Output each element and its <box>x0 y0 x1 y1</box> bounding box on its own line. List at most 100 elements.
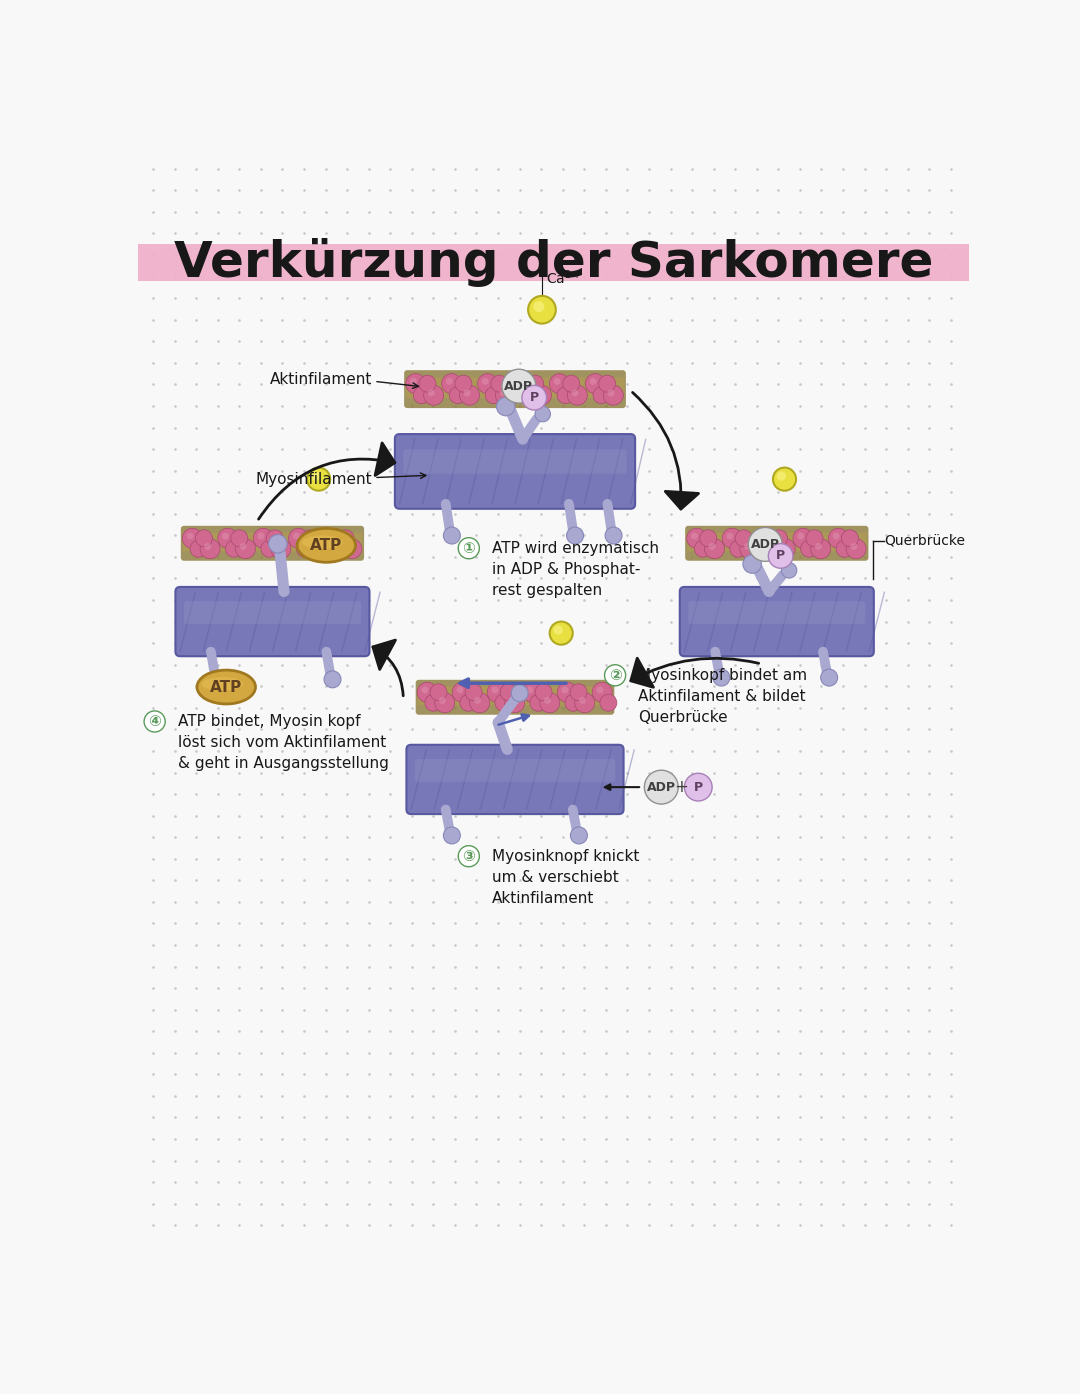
FancyBboxPatch shape <box>175 587 369 657</box>
Text: ADP: ADP <box>647 781 676 793</box>
Circle shape <box>332 541 349 558</box>
Circle shape <box>800 541 818 558</box>
Circle shape <box>460 385 480 406</box>
FancyBboxPatch shape <box>184 601 361 625</box>
Text: ATP bindet, Myosin kopf
löst sich vom Aktinfilament
& geht in Ausgangsstellung: ATP bindet, Myosin kopf löst sich vom Ak… <box>178 714 389 771</box>
Circle shape <box>474 697 481 704</box>
Circle shape <box>311 542 318 551</box>
Circle shape <box>563 375 580 392</box>
Circle shape <box>570 827 588 843</box>
Circle shape <box>226 541 242 558</box>
Circle shape <box>500 389 507 396</box>
Ellipse shape <box>302 535 343 549</box>
Circle shape <box>288 528 309 548</box>
Circle shape <box>496 385 515 406</box>
Circle shape <box>553 626 563 634</box>
Text: Myosinfilament: Myosinfilament <box>256 471 373 487</box>
Circle shape <box>743 555 761 573</box>
Circle shape <box>183 528 202 548</box>
Circle shape <box>200 538 220 559</box>
FancyBboxPatch shape <box>395 434 635 509</box>
Circle shape <box>562 686 568 693</box>
Bar <box>138 244 970 282</box>
Circle shape <box>585 374 606 393</box>
Circle shape <box>766 541 782 558</box>
Circle shape <box>423 385 444 406</box>
Circle shape <box>491 686 498 693</box>
Circle shape <box>504 693 525 712</box>
Circle shape <box>522 385 546 410</box>
Circle shape <box>704 538 725 559</box>
Circle shape <box>828 528 849 548</box>
Circle shape <box>567 385 588 406</box>
FancyArrowPatch shape <box>633 393 699 509</box>
Circle shape <box>645 771 678 804</box>
Ellipse shape <box>197 671 256 704</box>
Circle shape <box>491 375 508 392</box>
Circle shape <box>592 682 612 703</box>
FancyBboxPatch shape <box>688 601 865 625</box>
Circle shape <box>500 684 517 701</box>
FancyBboxPatch shape <box>404 371 626 408</box>
Circle shape <box>195 530 213 546</box>
Circle shape <box>536 389 542 396</box>
Circle shape <box>253 528 273 548</box>
Text: +: + <box>674 778 688 796</box>
Circle shape <box>605 527 622 544</box>
Circle shape <box>757 528 778 548</box>
Text: ①: ① <box>462 541 475 556</box>
Circle shape <box>596 686 604 693</box>
Circle shape <box>815 542 822 551</box>
Circle shape <box>453 682 472 703</box>
Circle shape <box>550 374 569 393</box>
Circle shape <box>713 669 730 686</box>
Text: P: P <box>693 781 703 793</box>
Text: ④: ④ <box>148 714 161 729</box>
Circle shape <box>522 386 538 404</box>
Circle shape <box>694 541 712 558</box>
Circle shape <box>748 527 782 562</box>
Circle shape <box>604 385 623 406</box>
FancyBboxPatch shape <box>180 526 364 560</box>
Circle shape <box>571 389 579 396</box>
Circle shape <box>267 530 283 546</box>
Text: ADP: ADP <box>504 379 534 393</box>
Circle shape <box>442 374 461 393</box>
Circle shape <box>208 671 226 687</box>
Circle shape <box>430 684 447 701</box>
Circle shape <box>307 538 326 559</box>
Circle shape <box>771 530 787 546</box>
Circle shape <box>768 544 793 569</box>
FancyBboxPatch shape <box>685 526 868 560</box>
Circle shape <box>793 528 813 548</box>
Circle shape <box>477 374 498 393</box>
Circle shape <box>528 296 556 323</box>
Text: Querbrücke: Querbrücke <box>885 534 966 548</box>
Circle shape <box>444 827 460 843</box>
Circle shape <box>275 542 282 551</box>
Circle shape <box>723 528 742 548</box>
Text: ③: ③ <box>462 849 475 864</box>
Circle shape <box>691 533 698 539</box>
Text: P: P <box>529 392 539 404</box>
FancyBboxPatch shape <box>403 449 626 474</box>
Circle shape <box>421 686 429 693</box>
Circle shape <box>687 528 706 548</box>
Circle shape <box>190 541 207 558</box>
Circle shape <box>607 389 615 396</box>
Circle shape <box>337 530 354 546</box>
FancyBboxPatch shape <box>406 744 623 814</box>
Circle shape <box>235 538 256 559</box>
Circle shape <box>513 374 534 393</box>
Circle shape <box>296 541 313 558</box>
Text: ATP wird enzymatisch
in ADP & Phosphat-
rest gespalten: ATP wird enzymatisch in ADP & Phosphat- … <box>491 541 659 598</box>
Circle shape <box>324 528 345 548</box>
Text: P: P <box>777 549 785 562</box>
Circle shape <box>708 542 716 551</box>
Circle shape <box>470 693 489 712</box>
Circle shape <box>740 538 760 559</box>
Circle shape <box>836 541 853 558</box>
Circle shape <box>301 530 319 546</box>
Circle shape <box>775 538 795 559</box>
Text: ②: ② <box>609 668 621 683</box>
